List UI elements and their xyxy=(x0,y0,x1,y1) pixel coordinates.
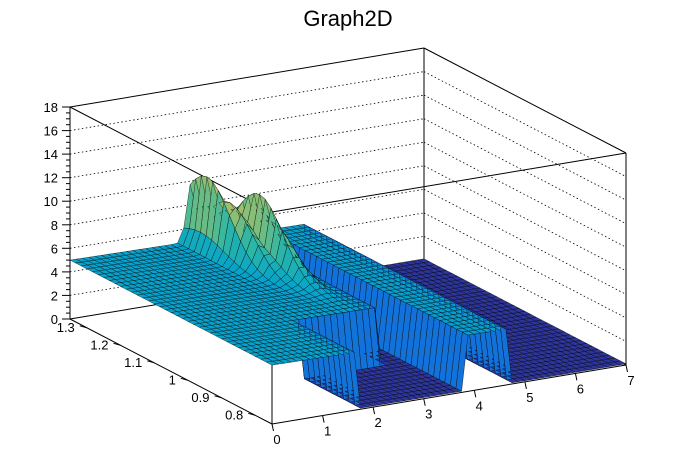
x-tick-mark xyxy=(271,423,274,432)
z-tick-label: 12 xyxy=(44,171,58,186)
y-tick-mark xyxy=(113,342,121,346)
z-gridline-back xyxy=(69,71,425,131)
x-tick-mark xyxy=(372,406,376,415)
z-tick-label: 14 xyxy=(44,147,58,162)
y-tick-mark xyxy=(248,412,256,416)
x-tick-label: 1 xyxy=(324,424,331,439)
surface-patch xyxy=(613,360,627,366)
x-tick-mark xyxy=(574,373,578,381)
floor-left-edge xyxy=(69,318,273,425)
x-tick-label: 6 xyxy=(577,381,584,396)
z-tick-label: 16 xyxy=(44,124,58,139)
x-tick-mark xyxy=(524,381,527,390)
y-tick-label: 1.2 xyxy=(90,337,108,352)
z-gridline-right xyxy=(423,71,627,177)
y-tick-label: 1.3 xyxy=(57,320,75,335)
x-tick-mark xyxy=(625,364,628,373)
top-back-edge xyxy=(69,47,425,108)
x-tick-mark xyxy=(322,415,325,423)
x-tick-mark xyxy=(423,398,426,406)
top-right-edge xyxy=(423,47,627,154)
z-gridline-back xyxy=(69,118,425,179)
x-tick-label: 5 xyxy=(526,390,533,405)
surface-plot xyxy=(69,175,627,409)
z-gridline-back xyxy=(69,94,425,155)
x-axis: 0 1 2 3 4 5 6 7 xyxy=(271,364,635,447)
front-frame xyxy=(69,318,627,425)
y-tick-label: 0.8 xyxy=(225,407,243,422)
chart-title: Graph2D xyxy=(303,6,392,31)
z-axis: 0 2 4 6 8 10 12 14 16 18 xyxy=(44,100,70,327)
x-tick-label: 2 xyxy=(374,415,381,430)
top-front-edge xyxy=(271,152,627,213)
z-tick-label: 2 xyxy=(51,288,58,303)
y-tick-mark xyxy=(214,395,222,399)
y-tick-mark xyxy=(79,325,87,329)
x-tick-label: 7 xyxy=(627,373,634,388)
y-tick-mark xyxy=(180,377,188,381)
z-gridline-back xyxy=(69,141,425,202)
floor-front-edge xyxy=(271,364,627,425)
y-tick-label: 0.9 xyxy=(191,390,209,405)
z-gridline-right xyxy=(423,118,627,225)
z-tick-label: 18 xyxy=(44,100,58,115)
z-tick-label: 8 xyxy=(51,218,58,233)
z-tick-label: 4 xyxy=(51,265,58,280)
z-tick-label: 10 xyxy=(44,194,58,209)
z-tick-label: 6 xyxy=(51,241,58,256)
top-left-edge xyxy=(69,106,273,213)
y-tick-label: 1 xyxy=(169,372,176,387)
z-gridline-right xyxy=(423,94,627,201)
y-tick-mark xyxy=(147,360,155,364)
x-tick-label: 4 xyxy=(476,398,483,413)
y-tick-label: 1.1 xyxy=(124,355,142,370)
x-tick-mark xyxy=(473,390,477,398)
x-tick-label: 3 xyxy=(425,407,432,422)
y-axis: 0.8 0.9 1 1.1 1.2 1.3 xyxy=(57,320,256,422)
x-tick-label: 0 xyxy=(273,432,280,447)
z-tick-label: 0 xyxy=(51,312,58,327)
